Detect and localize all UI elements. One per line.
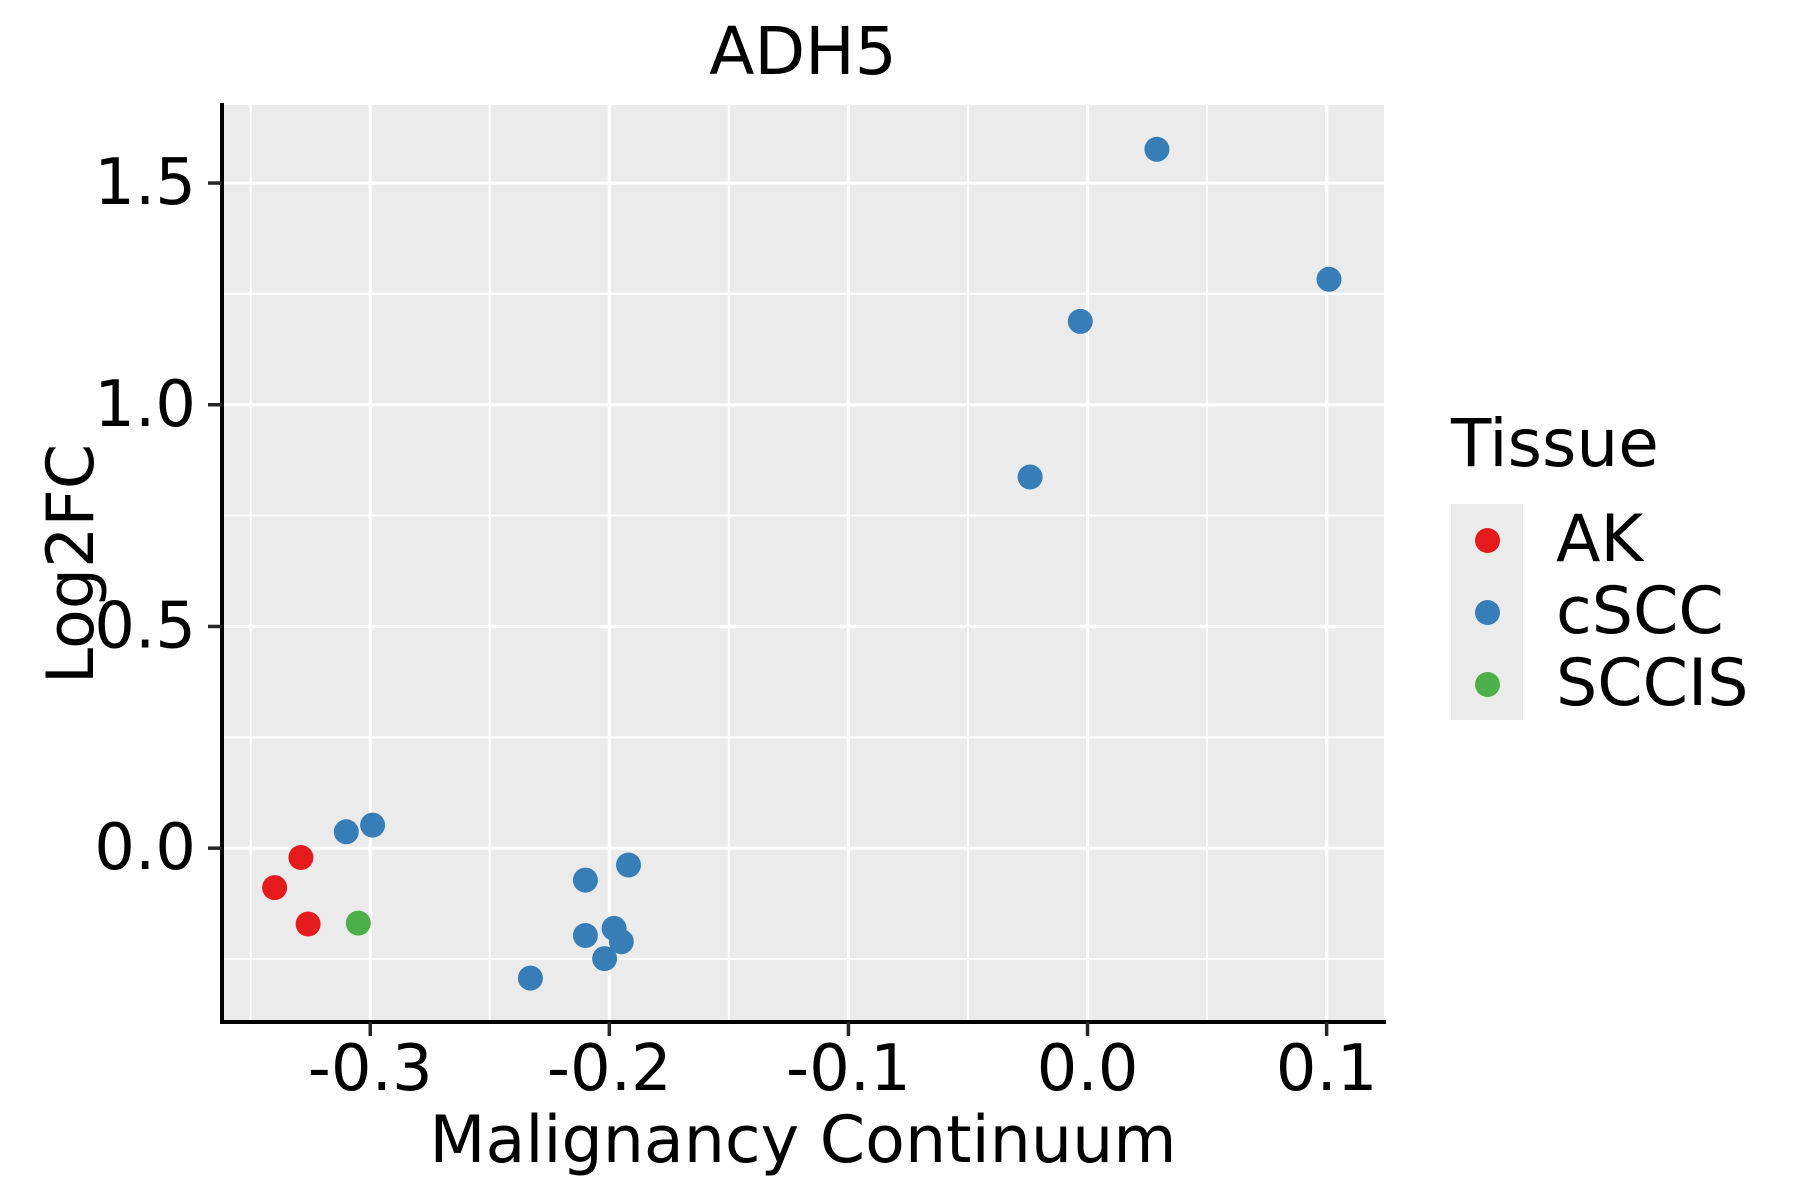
x-tick-label: 0.0 — [1037, 1032, 1139, 1106]
data-point-cSCC — [1067, 308, 1093, 334]
data-point-cSCC — [333, 819, 359, 845]
legend-key — [1451, 504, 1523, 576]
x-tick-label: -0.1 — [786, 1032, 911, 1106]
legend-key — [1451, 576, 1523, 648]
y-tick-label: 1.5 — [94, 146, 196, 220]
y-tick-label: 0.0 — [94, 811, 196, 885]
legend-key — [1451, 648, 1523, 720]
data-point-AK — [288, 845, 314, 870]
legend-items: AK cSCC SCCIS — [1451, 504, 1748, 720]
chart-title: ADH5 — [709, 13, 897, 90]
data-point-cSCC — [572, 867, 598, 893]
legend-item-cSCC: cSCC — [1451, 576, 1748, 648]
data-point-cSCC — [360, 812, 386, 838]
data-point-cSCC — [608, 929, 634, 955]
data-point-SCCIS — [345, 910, 371, 936]
data-point-cSCC — [1316, 266, 1342, 292]
data-point-cSCC — [572, 923, 598, 948]
x-tick-label: -0.3 — [308, 1032, 433, 1106]
x-tick-label: -0.2 — [547, 1032, 672, 1106]
legend-item-AK: AK — [1451, 504, 1748, 576]
legend-dot-icon — [1474, 671, 1500, 697]
legend-item-label: cSCC — [1556, 574, 1724, 649]
x-tick-label: 0.1 — [1276, 1032, 1378, 1106]
legend-dot-icon — [1474, 527, 1500, 553]
y-tick-label: 1.0 — [94, 368, 196, 442]
legend-item-SCCIS: SCCIS — [1451, 648, 1748, 720]
legend-dot-icon — [1474, 599, 1500, 625]
data-point-cSCC — [1144, 136, 1170, 162]
legend-item-label: SCCIS — [1556, 646, 1749, 721]
legend: Tissue AK cSCC SCCIS — [1451, 410, 1748, 720]
data-point-cSCC — [616, 852, 641, 878]
x-axis-label: Malignancy Continuum — [429, 1103, 1177, 1178]
plot-panel — [222, 105, 1384, 1022]
legend-title: Tissue — [1451, 405, 1659, 482]
data-point-AK — [295, 911, 321, 937]
legend-item-label: AK — [1556, 502, 1644, 577]
y-tick-label: 0.5 — [94, 589, 196, 663]
data-point-cSCC — [517, 965, 543, 991]
y-axis-label: Log2FC — [34, 443, 109, 685]
data-point-cSCC — [592, 946, 618, 972]
data-point-cSCC — [1017, 464, 1043, 490]
data-point-AK — [262, 875, 288, 901]
